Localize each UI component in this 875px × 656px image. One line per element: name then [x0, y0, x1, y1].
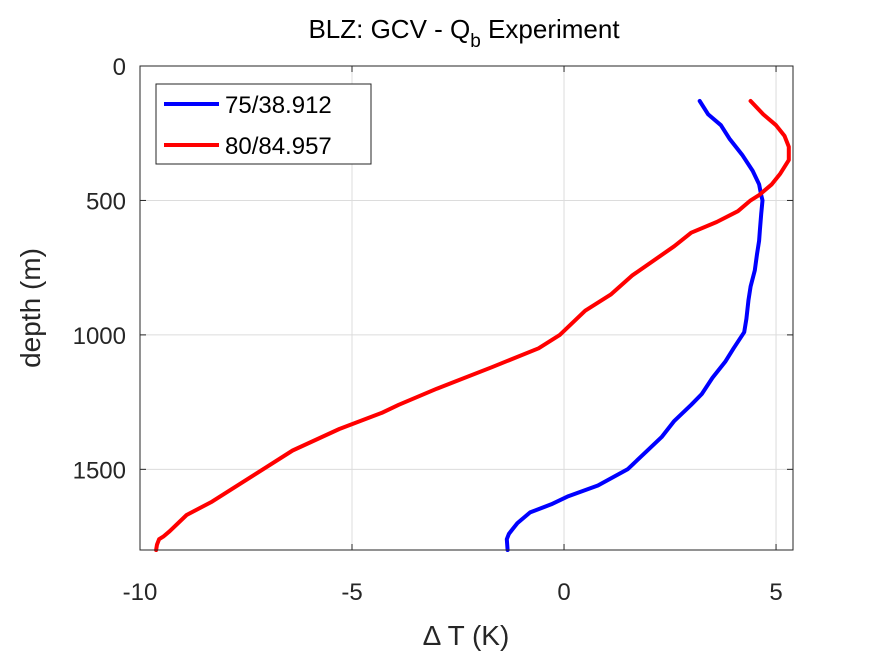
y-tick-label: 1000	[73, 323, 126, 350]
y-tick-label: 500	[86, 188, 126, 215]
legend: 75/38.912 80/84.957	[155, 83, 372, 165]
chart-title: BLZ: GCV - Qb Experiment	[308, 14, 620, 52]
x-tick-label: 0	[557, 579, 570, 606]
series-group	[154, 99, 791, 552]
series-line-1	[504, 99, 765, 552]
plot-frame	[139, 65, 794, 551]
x-tick-label: -10	[123, 579, 158, 606]
y-axis-label: depth (m)	[15, 248, 46, 368]
x-axis-label: Δ T (K)	[423, 620, 510, 651]
series-line-2	[154, 99, 791, 552]
chart-title-suffix: Experiment	[481, 14, 620, 44]
chart-title-subscript: b	[470, 31, 481, 52]
legend-label-1: 75/38.912	[225, 92, 332, 119]
legend-box	[155, 83, 372, 165]
y-tick-label: 0	[113, 54, 126, 81]
y-tick-label: 1500	[73, 457, 126, 484]
x-tick-label: 5	[769, 579, 782, 606]
x-tick-label: -5	[341, 579, 362, 606]
tick-marks	[139, 65, 793, 550]
legend-label-2: 80/84.957	[225, 133, 332, 160]
tick-labels: -10 -5 0 5 0 500 1000 1500	[73, 54, 783, 606]
